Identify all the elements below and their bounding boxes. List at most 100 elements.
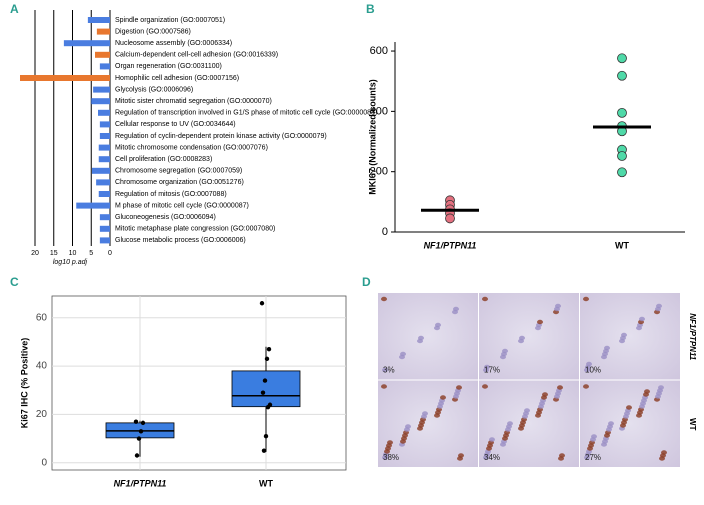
nucleus bbox=[608, 421, 614, 426]
x-tick-label: WT bbox=[615, 240, 629, 250]
percent-label: 34% bbox=[484, 453, 500, 462]
bar bbox=[20, 75, 110, 81]
nucleus bbox=[484, 364, 490, 370]
category-label: M phase of mitotic cell cycle (GO:000008… bbox=[115, 202, 249, 209]
point bbox=[264, 356, 270, 362]
nucleus bbox=[519, 335, 525, 341]
y-tick-label: 400 bbox=[370, 105, 388, 117]
y-tick-label: 600 bbox=[370, 45, 388, 57]
category-label: Nucleosome assembly (GO:0006334) bbox=[115, 40, 232, 47]
nucleus bbox=[644, 389, 650, 394]
category-label: Gluconeogenesis (GO:0006094) bbox=[115, 214, 216, 221]
bar bbox=[98, 109, 110, 116]
x-tick-label: NF1/PTPN11 bbox=[424, 240, 477, 250]
category-label: Chromosome organization (GO:0051276) bbox=[115, 179, 244, 186]
y-tick-label: 200 bbox=[370, 166, 388, 178]
nucleus bbox=[555, 303, 561, 309]
category-label: Glycolysis (GO:0006096) bbox=[115, 86, 193, 93]
y-axis-label: MKI67 (Normalized counts) bbox=[367, 79, 377, 195]
category-label: Homophilic cell adhesion (GO:0007156) bbox=[115, 75, 239, 82]
point bbox=[265, 404, 271, 410]
micrograph bbox=[479, 380, 579, 467]
nucleus bbox=[382, 367, 388, 373]
point bbox=[138, 429, 144, 434]
category-label: Regulation of cyclin-dependent protein k… bbox=[115, 133, 327, 140]
nucleus bbox=[626, 405, 632, 410]
nucleus bbox=[482, 384, 488, 389]
y-axis-label: Ki67 IHC (% Positive) bbox=[19, 338, 29, 429]
x-tick-label: 10 bbox=[69, 250, 77, 257]
micrograph bbox=[580, 293, 680, 380]
bar bbox=[96, 179, 110, 186]
nucleus bbox=[583, 384, 589, 389]
percent-label: 3% bbox=[383, 366, 395, 375]
nucleus bbox=[537, 319, 543, 325]
nucleus bbox=[453, 306, 459, 312]
point bbox=[136, 436, 142, 441]
bar bbox=[99, 121, 110, 128]
panel-letter: A bbox=[10, 2, 19, 16]
bar bbox=[96, 28, 110, 35]
bar bbox=[99, 63, 110, 70]
bar bbox=[63, 40, 110, 47]
point bbox=[140, 420, 146, 426]
point bbox=[134, 453, 140, 458]
nucleus bbox=[381, 296, 387, 302]
bar bbox=[87, 17, 110, 23]
x-tick-label: 5 bbox=[89, 250, 93, 257]
point bbox=[617, 107, 627, 118]
bar bbox=[95, 51, 110, 58]
point bbox=[617, 53, 627, 64]
x-axis-label: log10 p.adj bbox=[53, 259, 88, 266]
category-label: Mitotic sister chromatid segregation (GO… bbox=[115, 98, 272, 105]
nucleus bbox=[661, 450, 667, 455]
panel-letter: B bbox=[366, 2, 375, 16]
nucleus bbox=[591, 434, 597, 439]
panel-letter: D bbox=[362, 275, 371, 289]
category-label: Digestion (GO:0007586) bbox=[115, 28, 191, 35]
category-label: Cellular response to UV (GO:0034644) bbox=[115, 121, 236, 128]
plot-area bbox=[51, 295, 347, 471]
nucleus bbox=[621, 332, 627, 338]
bar bbox=[99, 225, 110, 232]
row-label: WT bbox=[688, 418, 697, 431]
bar bbox=[99, 237, 110, 244]
nucleus bbox=[405, 424, 411, 429]
point bbox=[617, 70, 627, 81]
nucleus bbox=[658, 385, 664, 390]
category-label: Regulation of transcription involved in … bbox=[115, 110, 377, 117]
point bbox=[133, 419, 139, 424]
category-label: Regulation of mitosis (GO:0007088) bbox=[115, 191, 227, 198]
nucleus bbox=[507, 421, 513, 426]
category-label: Chromosome segregation (GO:0007059) bbox=[115, 168, 242, 175]
nucleus bbox=[557, 385, 563, 390]
nucleus bbox=[458, 453, 464, 458]
percent-label: 27% bbox=[585, 453, 601, 462]
category-label: Spindle organization (GO:0007051) bbox=[115, 17, 225, 24]
nucleus bbox=[422, 411, 428, 416]
x-tick-label: WT bbox=[259, 478, 273, 488]
category-label: Cell proliferation (GO:0008283) bbox=[115, 156, 212, 163]
category-label: Mitotic chromosome condensation (GO:0007… bbox=[115, 144, 268, 151]
nucleus bbox=[400, 351, 406, 357]
nucleus bbox=[435, 322, 441, 328]
point bbox=[260, 390, 266, 395]
nucleus bbox=[482, 296, 488, 302]
x-tick-label: 20 bbox=[31, 250, 39, 257]
nucleus bbox=[586, 361, 592, 367]
nucleus bbox=[381, 384, 387, 389]
y-tick-label: 0 bbox=[41, 457, 47, 468]
bar bbox=[98, 144, 110, 151]
point bbox=[261, 448, 267, 453]
bar bbox=[98, 156, 110, 163]
percent-label: 10% bbox=[585, 366, 601, 375]
bar bbox=[91, 98, 110, 105]
nucleus bbox=[656, 303, 662, 309]
bar bbox=[76, 202, 110, 209]
point bbox=[263, 433, 269, 439]
micrograph bbox=[479, 293, 579, 380]
nucleus bbox=[440, 395, 446, 400]
point bbox=[266, 346, 272, 352]
percent-label: 38% bbox=[383, 453, 399, 462]
point bbox=[262, 378, 268, 383]
